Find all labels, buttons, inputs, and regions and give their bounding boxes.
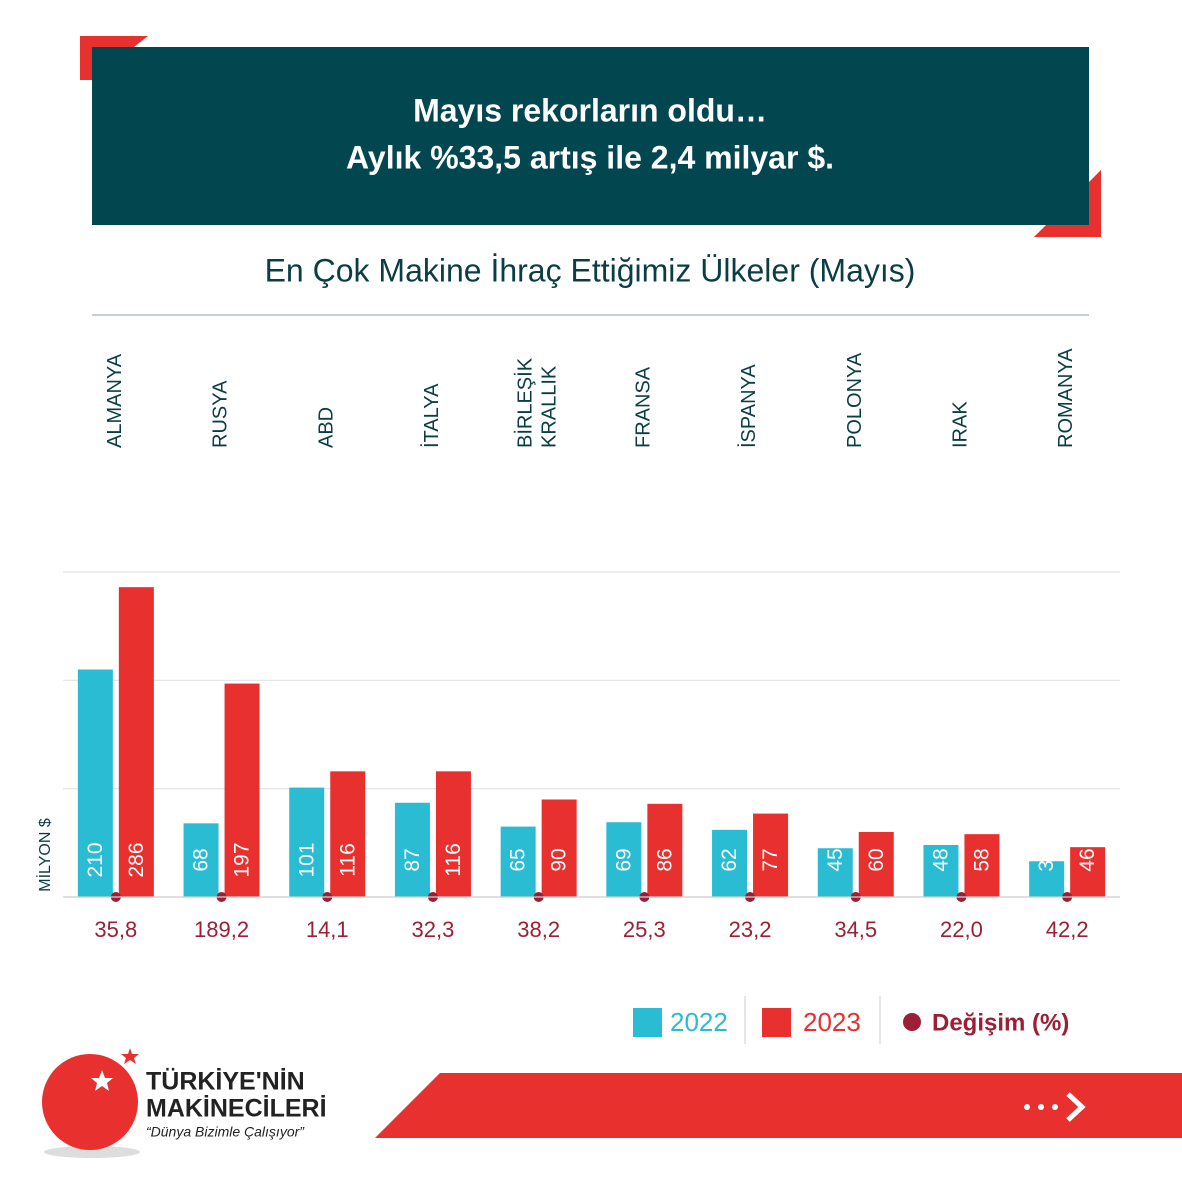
legend-swatch xyxy=(762,1008,791,1037)
bar-value-label: 77 xyxy=(759,848,782,871)
header-box xyxy=(92,47,1089,225)
bar xyxy=(183,823,219,897)
logo-circle xyxy=(42,1054,138,1150)
legend-swatch xyxy=(633,1008,662,1037)
x-tick-label: ALMANYA xyxy=(104,353,126,448)
brand-slogan: “Dünya Bizimle Çalışıyor” xyxy=(146,1124,305,1140)
bar xyxy=(435,771,471,897)
legend-label: Değişim (%) xyxy=(932,1009,1069,1036)
bar-value-label: 45 xyxy=(824,848,847,871)
x-tick-label: İTALYA xyxy=(420,383,443,448)
bar xyxy=(606,822,642,897)
bar xyxy=(964,834,1000,897)
legend: 2022 2023 Değişim (%) xyxy=(633,996,1069,1044)
change-label: 35,8 xyxy=(94,917,137,942)
change-label: 38,2 xyxy=(517,917,560,942)
bar-value-label: 62 xyxy=(718,848,741,871)
x-tick-label: IRAK xyxy=(950,401,972,448)
legend-label: 2022 xyxy=(670,1007,728,1037)
bar xyxy=(923,845,959,897)
header-line: Mayıs rekorların oldu… xyxy=(413,92,767,128)
bar xyxy=(118,587,154,897)
bar-value-label: 197 xyxy=(231,842,254,877)
bar-value-label: 116 xyxy=(442,843,465,876)
bar xyxy=(712,829,748,897)
change-label: 23,2 xyxy=(729,917,772,942)
change-label: 42,2 xyxy=(1046,917,1089,942)
bar-value-label: 46 xyxy=(1076,848,1099,871)
bar-value-label: 48 xyxy=(929,848,952,871)
bar xyxy=(500,826,536,897)
bar xyxy=(541,799,577,897)
logo-star xyxy=(121,1048,139,1064)
bar xyxy=(77,669,113,897)
brand-name: TÜRKİYE'NİN xyxy=(146,1067,305,1096)
x-tick-label: ROMANYA xyxy=(1055,348,1077,448)
bar xyxy=(753,813,789,897)
x-tick-label: RUSYA xyxy=(210,380,232,448)
bar-value-label: 65 xyxy=(507,848,530,871)
bar-value-label: 87 xyxy=(401,848,424,871)
bar-value-label: 58 xyxy=(970,848,993,871)
x-tick-label: FRANSA xyxy=(633,366,655,448)
change-label: 25,3 xyxy=(623,917,666,942)
brand-name: MAKİNECİLERİ xyxy=(146,1095,327,1123)
bar xyxy=(647,803,683,897)
bar xyxy=(817,848,853,897)
bar xyxy=(289,787,325,897)
logo-star xyxy=(91,1070,113,1091)
logo-shadow xyxy=(44,1146,140,1158)
change-label: 22,0 xyxy=(940,917,983,942)
bar xyxy=(224,683,260,897)
bar xyxy=(1029,861,1065,897)
change-label: 34,5 xyxy=(834,917,877,942)
bar-value-label: 69 xyxy=(612,848,635,871)
bar-value-label: 90 xyxy=(548,848,571,871)
bar xyxy=(330,771,366,897)
next-arrow xyxy=(1024,1092,1086,1122)
bar-value-label: 101 xyxy=(295,842,318,877)
change-label: 189,2 xyxy=(194,917,249,942)
bar xyxy=(858,832,894,897)
x-tick-label: ABD xyxy=(316,407,338,448)
footer-band xyxy=(375,1073,1182,1138)
x-tick-label: İSPANYA xyxy=(737,364,760,448)
y-axis-label: MİLYON $ xyxy=(35,818,54,892)
bar-value-label: 33 xyxy=(1035,848,1058,871)
change-label: 14,1 xyxy=(306,917,349,942)
bar-value-label: 116 xyxy=(336,843,359,876)
bar-value-label: 86 xyxy=(653,848,676,871)
legend-swatch xyxy=(903,1013,921,1031)
chart-title: En Çok Makine İhraç Ettiğimiz Ülkeler (M… xyxy=(265,252,916,288)
bar xyxy=(1070,847,1106,897)
bar-value-label: 68 xyxy=(190,848,213,871)
bar xyxy=(394,802,430,897)
bar-value-label: 60 xyxy=(865,848,888,871)
bar-value-label: 210 xyxy=(84,842,107,877)
header-line: Aylık %33,5 artış ile 2,4 milyar $. xyxy=(346,139,834,175)
bar-value-label: 286 xyxy=(125,842,148,877)
x-tick-label: BİRLEŞİK KRALLIK xyxy=(514,352,561,448)
legend-label: 2023 xyxy=(803,1007,861,1037)
x-tick-label: POLONYA xyxy=(844,352,866,448)
change-label: 32,3 xyxy=(412,917,455,942)
